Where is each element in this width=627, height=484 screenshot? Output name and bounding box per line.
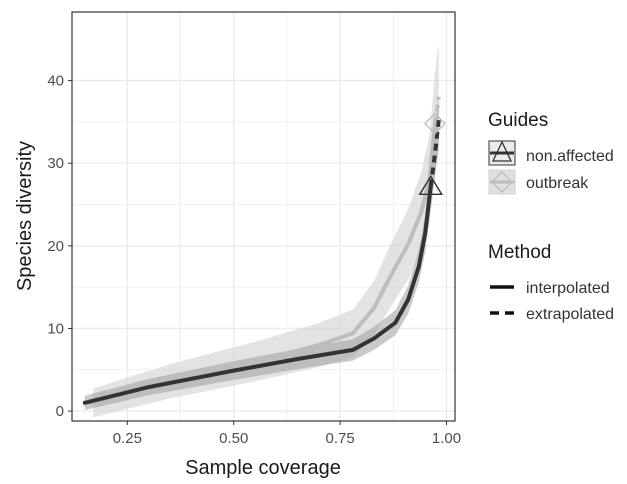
legend-key-non-affected [488,140,516,166]
line-extrapolated-outbreak [433,96,441,124]
x-tick-label: 1.00 [432,430,461,447]
ribbon-layer [84,42,439,418]
observed-marker-outbreak [424,112,446,135]
legend-method-title: Method [488,242,551,263]
legend-label-interpolated: interpolated [526,280,610,297]
y-tick-label: 0 [56,403,64,420]
y-axis-label: Species diversity [14,141,36,291]
y-tick-label: 10 [47,320,64,337]
legend-label-extrapolated: extrapolated [526,306,614,323]
x-tick-label: 0.25 [113,430,142,447]
legend-key-outbreak [488,169,516,195]
line-interpolated-non-affected [82,184,433,405]
y-tick-label: 40 [47,73,64,90]
y-tick-label: 30 [47,155,64,172]
x-tick-label: 0.75 [325,430,354,447]
legend-label-non-affected: non.affected [526,148,614,165]
line-interpolated-outbreak [91,121,437,405]
y-axis-ticks: 0 10 20 30 40 [47,73,72,420]
legend-label-outbreak: outbreak [526,175,589,192]
line-extrapolated-non-affected [428,119,441,187]
triangle-icon [491,140,513,162]
ribbon-outbreak [93,42,439,418]
x-tick-label: 0.50 [219,430,248,447]
panel-border [71,11,456,422]
ribbon-non-affected [84,94,439,410]
x-axis-label: Sample coverage [185,457,341,479]
x-axis-ticks: 0.25 0.50 0.75 1.00 [113,421,461,447]
y-tick-label: 20 [47,238,64,255]
legend: Guides non.affected outbreak Method inte… [488,110,614,323]
observed-marker-non-affected [418,174,443,196]
diamond-icon [491,171,513,193]
line-layer [82,96,441,405]
legend-guides-title: Guides [488,110,548,131]
marker-layer [418,112,446,196]
